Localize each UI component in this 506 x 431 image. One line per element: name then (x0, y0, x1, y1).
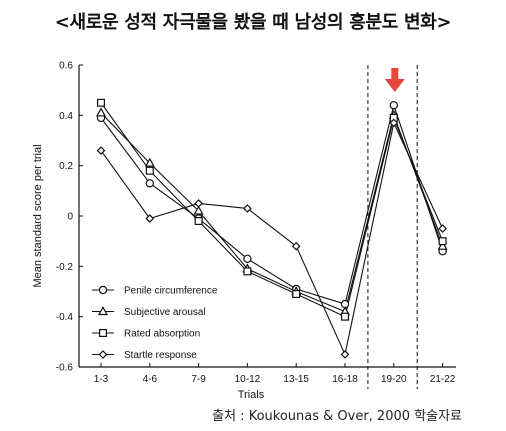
legend-marker-circle (98, 285, 108, 295)
data-point-diamond (291, 241, 301, 251)
data-point-triangle (144, 157, 155, 167)
data-point-diamond (389, 118, 399, 128)
data-point-triangle (95, 107, 107, 117)
data-point-diamond (243, 204, 252, 213)
data-point-square (96, 98, 105, 107)
legend-marker-diamond (98, 350, 108, 359)
data-point-square (341, 312, 350, 321)
data-point-square (438, 237, 447, 246)
data-point-triangle (193, 205, 204, 215)
legend-marker-triangle (97, 306, 109, 316)
y-tick-label: 0.2 (59, 161, 73, 172)
data-point-square (292, 290, 301, 299)
y-tick-label: -0.4 (56, 312, 74, 323)
data-point-square (243, 267, 252, 276)
legend-marker-square (98, 329, 107, 338)
x-tick-label: 21-22 (430, 374, 456, 385)
data-point-diamond (194, 199, 203, 208)
legend-label: Startle response (124, 350, 197, 361)
series-line-square (100, 102, 444, 318)
data-point-square (145, 166, 154, 175)
x-tick-label: 1-3 (94, 374, 109, 385)
series-line-circle (100, 104, 444, 305)
x-tick-label: 10-12 (235, 374, 261, 385)
x-axis-title: Trials (238, 389, 265, 401)
x-tick-label: 13-15 (283, 374, 309, 385)
data-point-diamond (340, 350, 350, 359)
y-tick-label: 0.4 (59, 111, 73, 122)
legend-label: Subjective arousal (124, 307, 206, 318)
page-title: <새로운 성적 자극물을 봤을 때 남성의 흥분도 변화> (54, 12, 452, 33)
x-tick-label: 16-18 (332, 374, 358, 385)
data-point-triangle (437, 240, 448, 250)
data-point-circle (243, 254, 252, 263)
y-tick-label: -0.6 (56, 363, 74, 374)
data-point-circle (145, 179, 154, 188)
data-point-square (194, 217, 203, 226)
data-point-diamond (145, 214, 155, 223)
legend-label: Rated absorption (124, 329, 200, 340)
series-line-triangle (100, 112, 444, 313)
y-tick-label: 0 (67, 212, 73, 223)
y-tick-label: -0.2 (56, 262, 74, 273)
x-tick-label: 4-6 (143, 374, 158, 385)
arrow-shaft (391, 68, 399, 80)
source-caption: 출처 : Koukounas & Over, 2000 학술자료 (212, 409, 462, 424)
x-tick-label: 7-9 (191, 374, 206, 385)
data-point-circle (389, 101, 398, 110)
y-axis-title: Mean standard score per trial (32, 144, 44, 287)
data-point-diamond (438, 224, 447, 233)
x-tick-label: 19-20 (381, 374, 407, 385)
y-tick-label: 0.6 (59, 61, 73, 72)
series-line-diamond (100, 122, 444, 355)
legend-label: Penile circumference (124, 286, 218, 297)
down-arrow-icon (384, 79, 405, 92)
data-point-diamond (96, 146, 106, 155)
